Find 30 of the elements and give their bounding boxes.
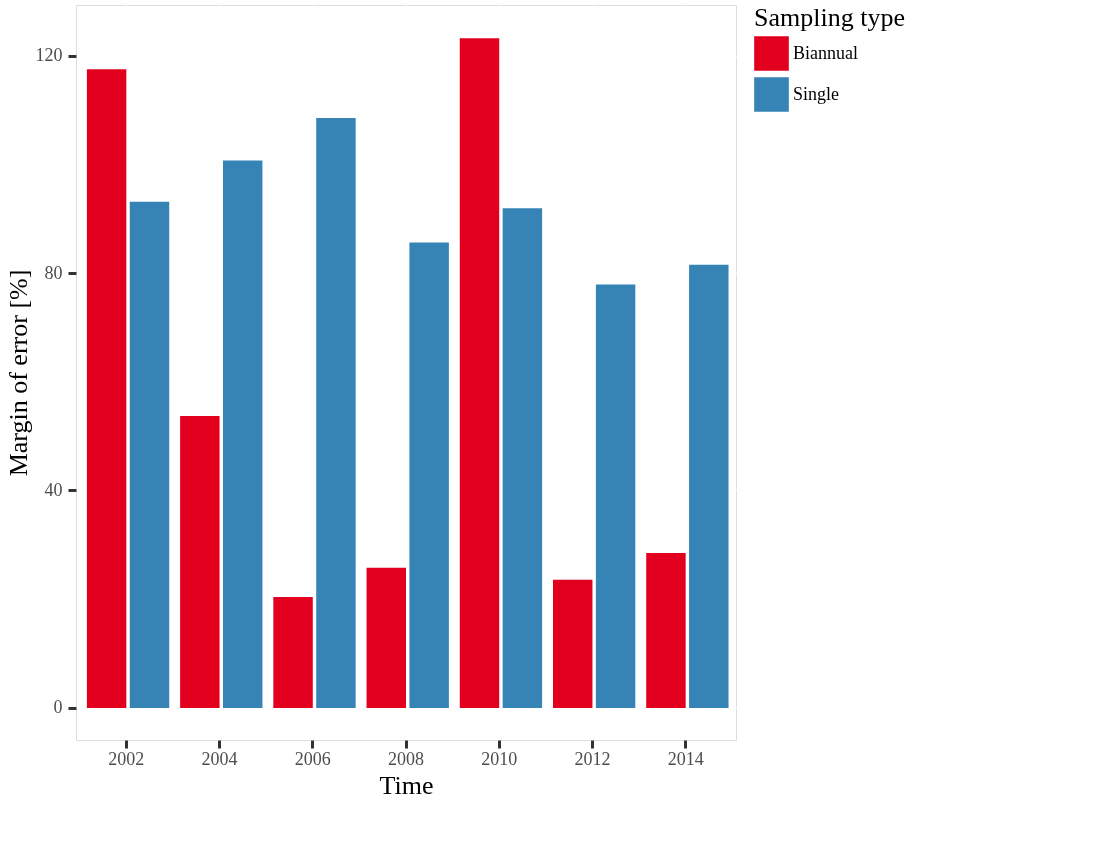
bar: [595, 284, 636, 708]
x-tick-label: 2002: [108, 748, 145, 769]
bar: [129, 201, 170, 708]
legend-label: Biannual: [793, 42, 858, 63]
x-tick-label: 2014: [667, 748, 704, 769]
bar: [689, 264, 729, 708]
legend-title: Sampling type: [754, 3, 905, 32]
x-tick-label: 2008: [388, 748, 424, 769]
bar: [646, 552, 686, 708]
legend-label: Single: [793, 83, 840, 104]
y-tick-label: 0: [53, 697, 63, 718]
bar: [86, 69, 127, 708]
bar: [409, 242, 449, 708]
bar: [316, 118, 356, 708]
bar: [459, 38, 500, 708]
y-tick-label: 120: [35, 45, 63, 66]
bar: [502, 208, 543, 708]
bar: [366, 567, 406, 708]
x-tick-label: 2004: [201, 748, 238, 769]
y-tick-label: 40: [44, 479, 63, 500]
bar: [222, 160, 263, 708]
bar: [552, 579, 593, 708]
bar: [273, 597, 313, 708]
y-tick-label: 80: [44, 262, 63, 283]
x-tick-label: 2006: [294, 748, 331, 769]
x-tick-label: 2010: [481, 748, 518, 769]
x-tick-label: 2012: [574, 748, 611, 769]
y-axis-title: Margin of error [%]: [3, 269, 33, 477]
x-axis-title: Time: [379, 770, 434, 800]
bar: [180, 415, 220, 708]
